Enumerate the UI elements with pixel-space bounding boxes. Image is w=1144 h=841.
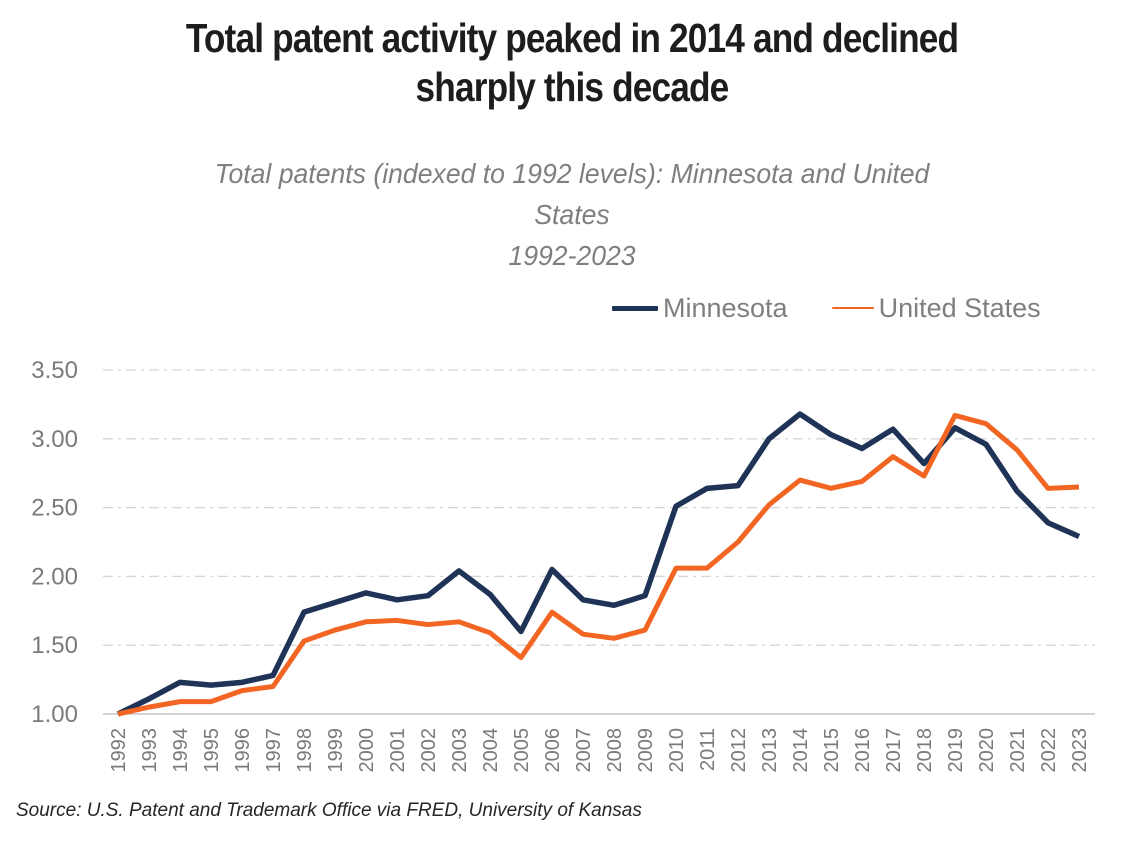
legend: Minnesota United States: [612, 291, 1041, 325]
series-line-minnesota: [116, 411, 1081, 717]
x-axis-tick-label: 2007: [573, 728, 595, 773]
chart-subtitle-line-1: Total patents (indexed to 1992 levels): …: [214, 158, 930, 189]
x-axis-tick-label: 1994: [170, 728, 192, 773]
x-axis-tick-label: 2003: [449, 728, 471, 773]
x-axis-tick-label: 2002: [418, 728, 440, 773]
chart-subtitle: Total patents (indexed to 1992 levels): …: [0, 153, 1144, 276]
y-axis-tick-label: 2.50: [31, 495, 78, 522]
x-axis-tick-label: 2001: [387, 728, 409, 773]
x-axis-tick-label: 2009: [635, 728, 657, 773]
x-axis-tick-label: 2015: [821, 728, 843, 773]
x-axis-tick-label: 2004: [480, 728, 502, 773]
legend-label-united-states: United States: [878, 292, 1041, 323]
x-axis-tick-label: 1997: [263, 728, 285, 773]
united-states-line-swatch-icon: [831, 307, 874, 309]
x-axis-tick-label: 2008: [604, 728, 626, 773]
chart-title: Total patent activity peaked in 2014 and…: [0, 14, 1144, 112]
x-axis-tick-label: 2018: [914, 728, 936, 773]
chart-period: 1992-2023: [508, 240, 636, 271]
x-axis-tick-label: 2014: [790, 728, 812, 773]
x-axis-tick-label: 2016: [852, 728, 874, 773]
x-axis-tick-label: 2020: [976, 728, 998, 773]
y-axis-tick-label: 3.00: [31, 426, 78, 453]
series-line-united-states: [117, 412, 1080, 717]
chart-subtitle-line-2: States: [534, 199, 610, 230]
source-note: Source: U.S. Patent and Trademark Office…: [16, 800, 642, 821]
legend-item-minnesota: Minnesota: [612, 293, 788, 324]
x-axis-tick-label: 2022: [1038, 728, 1060, 773]
x-axis-tick-label: 1995: [201, 728, 223, 773]
y-axis-tick-label: 2.00: [31, 563, 78, 590]
x-axis-tick-label: 1996: [232, 728, 254, 773]
chart-title-line-2: sharply this decade: [415, 64, 730, 110]
x-axis-tick-label: 1998: [294, 728, 316, 773]
x-axis-tick-label: 2000: [356, 728, 378, 773]
x-axis-tick-label: 1993: [139, 728, 161, 773]
legend-label-minnesota: Minnesota: [663, 292, 788, 323]
x-axis-tick-label: 2005: [511, 728, 533, 773]
y-axis-tick-label: 1.50: [31, 632, 78, 659]
x-axis-tick-label: 2013: [759, 728, 781, 773]
x-axis-tick-label: 2023: [1069, 728, 1091, 773]
x-axis-tick-label: 2010: [666, 728, 688, 773]
x-axis-tick-label: 2011: [697, 728, 719, 771]
minnesota-line-swatch-icon: [612, 305, 658, 311]
x-axis-tick-label: 1999: [325, 728, 347, 773]
x-axis-tick-label: 2012: [728, 728, 750, 773]
x-axis-tick-label: 2017: [883, 728, 905, 773]
x-axis-tick-label: 2021: [1007, 728, 1029, 773]
x-axis-tick-label: 2006: [542, 728, 564, 773]
x-axis-tick-label: 2019: [945, 728, 967, 773]
y-axis-tick-label: 1.00: [31, 701, 78, 728]
legend-item-united-states: United States: [831, 292, 1041, 324]
chart-title-line-1: Total patent activity peaked in 2014 and…: [185, 15, 959, 61]
x-axis-tick-label: 1992: [108, 728, 130, 773]
y-axis-tick-label: 3.50: [31, 357, 78, 384]
